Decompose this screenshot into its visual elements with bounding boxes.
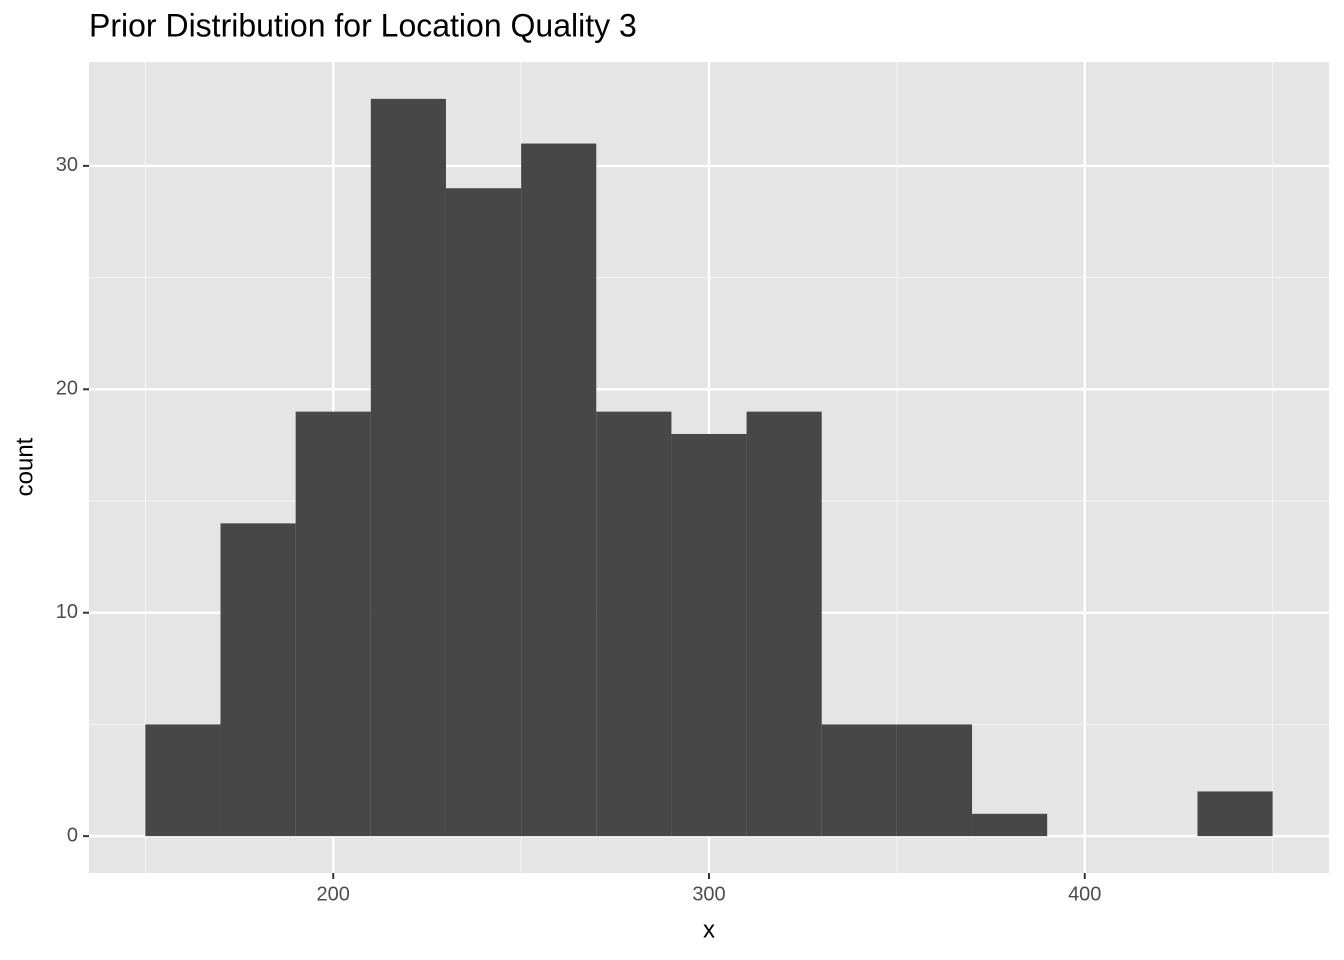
y-tick-label: 10	[56, 601, 78, 623]
bar	[220, 523, 296, 837]
bar	[370, 98, 446, 837]
x-axis-title: x	[703, 916, 715, 943]
x-tick-label: 300	[692, 883, 725, 905]
chart-title: Prior Distribution for Location Quality …	[89, 7, 637, 43]
x-tick-label: 400	[1068, 883, 1101, 905]
bar	[596, 411, 672, 837]
bar	[821, 724, 897, 837]
bar	[445, 188, 522, 837]
bar	[295, 411, 371, 837]
y-tick-label: 0	[67, 824, 78, 846]
x-tick-label: 200	[317, 883, 350, 905]
bar	[746, 411, 822, 837]
bar	[896, 724, 973, 837]
bar	[1197, 791, 1273, 837]
bar	[972, 813, 1048, 837]
bar	[145, 724, 221, 837]
bar	[671, 433, 747, 837]
y-tick-label: 30	[56, 154, 78, 176]
y-tick-label: 20	[56, 378, 78, 400]
y-axis-title: count	[11, 437, 38, 496]
bar	[521, 143, 597, 837]
